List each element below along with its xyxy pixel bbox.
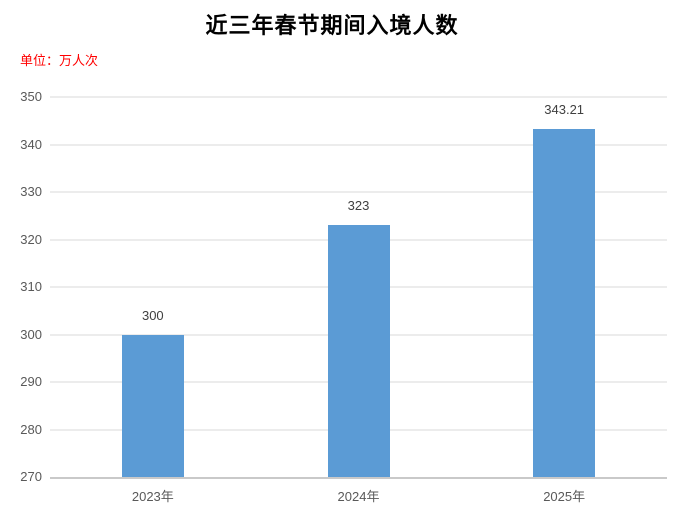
bar-value-label: 323 xyxy=(347,198,370,214)
y-axis-tick-label: 340 xyxy=(20,136,42,152)
gridline xyxy=(50,191,667,193)
y-axis-tick-label: 310 xyxy=(20,278,42,294)
x-axis-tick-label: 2025年 xyxy=(543,489,586,504)
y-axis-tick-label: 330 xyxy=(20,183,42,199)
y-axis-tick-label: 280 xyxy=(20,421,42,437)
bar-2023年 xyxy=(121,334,184,477)
plot-area: 270 280 290 300 310 320 330 340 350 300 2023年 323 20… xyxy=(20,89,667,504)
chart-title: 近三年春节期间入境人数 xyxy=(205,13,459,38)
y-axis-tick-label: 290 xyxy=(20,373,42,389)
x-axis-tick-label: 2024年 xyxy=(337,489,380,504)
y-axis-tick-label: 270 xyxy=(20,468,42,484)
y-axis-tick-label: 320 xyxy=(20,231,42,247)
gridline xyxy=(50,144,667,145)
bar-value-label: 300 xyxy=(141,307,164,323)
bar-2025年 xyxy=(533,129,596,477)
gridline xyxy=(50,96,667,98)
y-axis-tick-label: 300 xyxy=(20,326,42,342)
unit-label: 单位：万人次 xyxy=(20,53,99,68)
x-axis-tick-label: 2023年 xyxy=(131,489,174,504)
x-axis-line xyxy=(50,477,667,479)
bar-2024年 xyxy=(327,225,390,477)
y-axis-tick-label: 350 xyxy=(20,88,42,104)
bar-value-label: 343.21 xyxy=(544,102,585,118)
